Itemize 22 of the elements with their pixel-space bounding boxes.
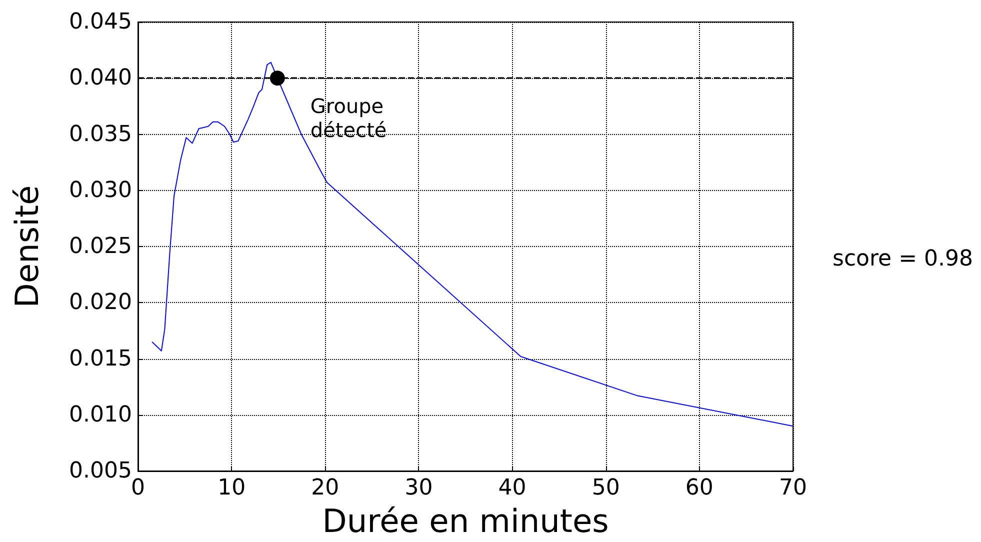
text: score = 0.98: [832, 246, 974, 272]
x-tick-label: 20: [311, 476, 340, 500]
x-tick-label: 0: [131, 476, 145, 500]
annotation: Groupe détecté: [310, 94, 387, 142]
y-tick-label: 0.025: [69, 234, 132, 259]
x-axis-title: Durée en minutes: [322, 502, 609, 540]
x-tick-label: 60: [685, 476, 714, 500]
y-tick-label: 0.045: [69, 10, 132, 34]
y-tick-label: 0.030: [69, 178, 132, 203]
y-tick-label: 0.035: [69, 122, 132, 147]
line-series: [152, 62, 794, 427]
x-tick-label: 50: [592, 476, 620, 500]
x-tick-label: 70: [779, 476, 807, 500]
x-tick-label: 10: [218, 476, 246, 500]
y-axis-title: Densité: [8, 185, 46, 308]
y-tick-label: 0.020: [69, 290, 132, 316]
y-tick-label: 0.010: [69, 402, 132, 428]
y-tick-label: 0.005: [69, 458, 132, 484]
x-tick-label: 30: [404, 476, 433, 500]
y-tick-label: 0.015: [69, 346, 132, 372]
x-tick-label: 40: [498, 476, 526, 500]
y-tick-label: 0.040: [69, 66, 132, 91]
